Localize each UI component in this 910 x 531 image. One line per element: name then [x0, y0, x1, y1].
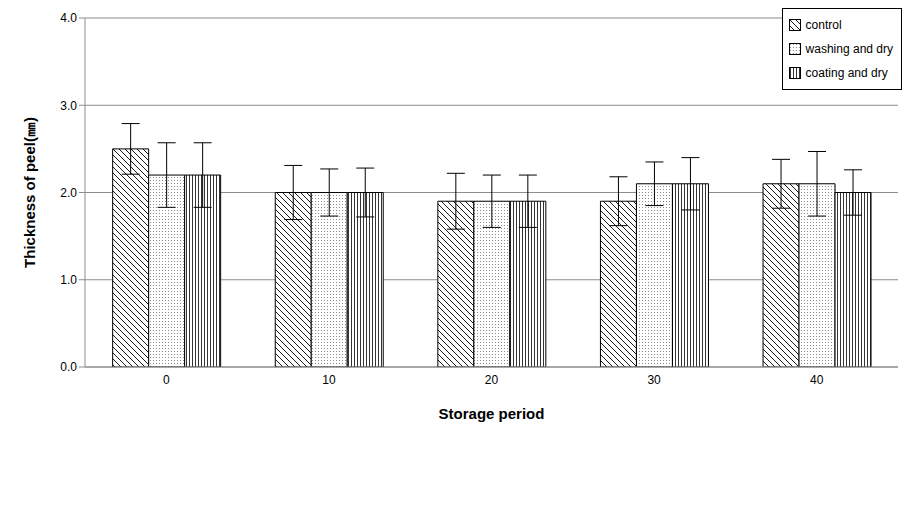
svg-text:4.0: 4.0 — [60, 11, 77, 25]
svg-text:30: 30 — [647, 373, 661, 387]
svg-text:1.0: 1.0 — [60, 273, 77, 287]
html-text:coating and dry: coating and dry — [805, 66, 888, 80]
svg-text:0: 0 — [163, 373, 170, 387]
svg-text:Thickness of peel(㎜): Thickness of peel(㎜) — [21, 117, 38, 268]
svg-text:0.0: 0.0 — [60, 360, 77, 374]
svg-text:10: 10 — [322, 373, 336, 387]
svg-text:3.0: 3.0 — [60, 99, 77, 113]
svg-text:2.0: 2.0 — [60, 186, 77, 200]
svg-text:40: 40 — [810, 373, 824, 387]
svg-text:20: 20 — [485, 373, 499, 387]
html-text:control: control — [805, 18, 842, 32]
svg-text:Storage period: Storage period — [439, 405, 545, 422]
html-text:washing and dry: washing and dry — [805, 42, 893, 56]
